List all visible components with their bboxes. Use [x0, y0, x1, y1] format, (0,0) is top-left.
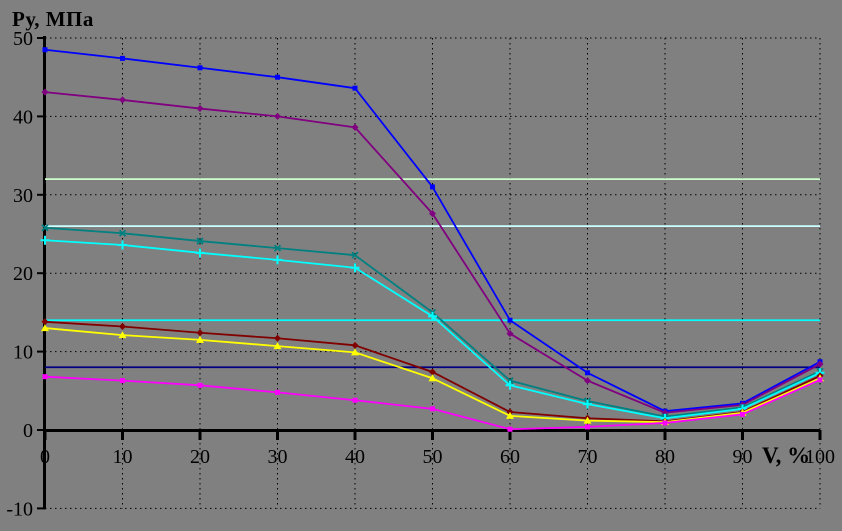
series-yellow-marker	[351, 348, 359, 356]
y-tick-label-30: 30	[13, 185, 33, 207]
series-purple-marker	[816, 360, 824, 368]
series-blue-marker	[120, 55, 125, 61]
series-yellow-marker	[583, 416, 592, 424]
series-cyan-marker	[350, 263, 360, 273]
x-tick-label-10: 10	[113, 446, 133, 468]
x-tick-label-100: 100	[805, 446, 835, 468]
series-cyan-marker	[195, 248, 205, 258]
x-tick-label-50: 50	[423, 446, 443, 468]
series-purple-marker	[119, 96, 126, 104]
y-tick-label-10: 10	[13, 342, 33, 364]
series-magenta-marker	[42, 374, 48, 380]
series-magenta-marker	[585, 424, 590, 430]
series-blue-marker	[42, 47, 48, 53]
series-purple-marker	[41, 88, 49, 96]
y-axis-title: Ру, МПа	[12, 7, 94, 31]
x-tick-label-0: 0	[40, 446, 50, 468]
series-purple-marker	[196, 105, 204, 113]
series-purple-marker	[274, 112, 281, 120]
y-tick-label-40: 40	[13, 106, 33, 128]
series-magenta-marker	[120, 378, 125, 384]
y-tick-label-50: 50	[13, 28, 33, 50]
series-darkred-marker	[351, 341, 359, 349]
x-tick-label-70: 70	[578, 446, 598, 468]
series-yellow-marker	[506, 411, 514, 419]
series-blue-marker	[430, 184, 435, 190]
series-darkred-marker	[119, 323, 126, 331]
series-purple-line	[44, 91, 821, 414]
series-purple-marker	[584, 377, 591, 385]
x-tick-label-90: 90	[733, 446, 753, 468]
series-teal-marker	[41, 224, 49, 232]
series-yellow-marker	[118, 331, 127, 339]
series-magenta-marker	[817, 377, 823, 383]
series-cyan-marker	[118, 240, 127, 250]
x-tick-label-30: 30	[268, 446, 288, 468]
y-tick-label-20: 20	[13, 263, 33, 285]
x-tick-label-40: 40	[345, 446, 365, 468]
series-cyan-marker	[273, 255, 282, 265]
series-magenta-marker	[352, 397, 358, 403]
series-yellow-marker	[273, 342, 282, 350]
series-darkred-marker	[196, 329, 204, 337]
series-blue-marker	[197, 65, 203, 71]
x-axis-title: V, %	[762, 443, 811, 468]
series-yellow-marker	[41, 324, 49, 332]
series-yellow-marker	[196, 335, 204, 343]
series-blue-marker	[507, 317, 513, 323]
series-magenta-marker	[197, 382, 203, 388]
series-magenta-marker	[740, 411, 745, 417]
series-darkred-marker	[429, 368, 436, 376]
series-magenta-marker	[430, 406, 435, 412]
series-teal-marker	[273, 244, 282, 252]
x-tick-label-80: 80	[655, 446, 675, 468]
series-darkred-marker	[41, 318, 49, 326]
series-cyan-marker	[505, 380, 515, 390]
series-magenta-marker	[275, 389, 280, 395]
x-tick-label-60: 60	[500, 446, 520, 468]
series-blue-marker	[352, 85, 358, 91]
series-purple-marker	[506, 330, 514, 338]
series-teal-marker	[196, 237, 204, 245]
series-magenta-line	[44, 375, 821, 431]
y-tick-label-0: 0	[23, 420, 33, 442]
y-tick-label--10: -10	[6, 498, 33, 520]
series-purple-marker	[351, 123, 359, 131]
series-magenta-marker	[662, 420, 668, 426]
series-cyan-marker	[428, 311, 437, 321]
series-cyan-marker	[40, 235, 50, 245]
x-tick-label-20: 20	[190, 446, 210, 468]
series-blue-marker	[275, 74, 280, 80]
series-purple-marker	[429, 210, 436, 218]
series-darkred-marker	[274, 334, 281, 342]
series-magenta-marker	[507, 426, 513, 432]
series-yellow-marker	[428, 374, 437, 382]
series-blue-marker	[585, 370, 590, 376]
series-teal-marker	[351, 251, 359, 259]
series-cyan-marker	[583, 399, 592, 409]
series-teal-marker	[118, 229, 127, 237]
